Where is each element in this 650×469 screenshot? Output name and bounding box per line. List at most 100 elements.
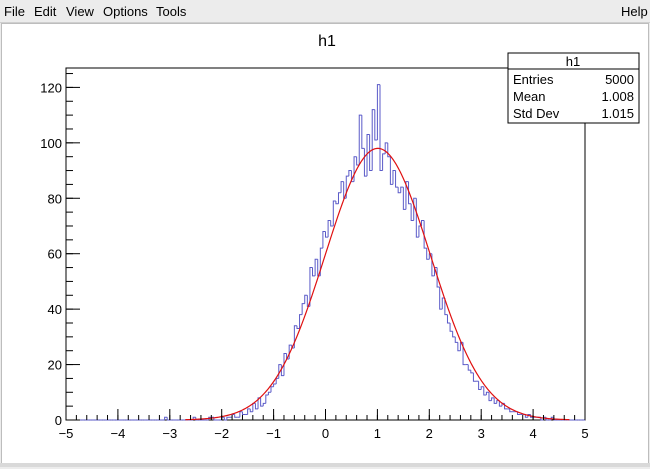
histogram-bin [361,115,365,149]
histogram-bin [374,109,378,141]
histogram-bin [527,413,531,418]
histogram-bin [387,142,391,158]
histogram-bin [345,175,349,199]
histogram-bin [208,416,212,420]
menu-help[interactable]: Help [621,4,648,19]
histogram-plot[interactable]: h1 −5 −4 −3 −2 −1 0 1 2 3 4 5 0 20 40 60 80 100 120 h1 En… [2,24,648,464]
histogram-bin [304,294,308,304]
histogram-bin [459,341,464,351]
gaussian-fit-curve [185,147,570,421]
y-tick-label: 20 [48,358,62,373]
y-tick-label: 100 [40,136,62,151]
plot-frame [65,67,586,421]
histogram-bin [421,219,425,226]
histogram-bin [306,295,310,307]
histogram-bin [319,247,323,276]
stats-label-stddev: Std Dev [513,106,560,121]
status-strip [0,463,650,467]
x-tick-label: 2 [426,426,433,441]
histogram-bin [337,192,342,204]
histogram-bin [454,336,458,343]
y-tick-label: 40 [48,302,62,317]
histogram-bin [452,331,456,338]
histogram-bin [389,156,393,185]
histogram-bin [322,231,326,249]
menu-options[interactable]: Options [103,4,148,19]
histogram-bin [488,392,492,402]
histogram-bin [332,200,336,226]
histogram-bin [327,219,331,238]
histogram-bin [241,411,246,415]
histogram-bin [524,414,528,418]
histogram-bin [314,258,318,276]
y-tick-label: 0 [55,413,62,428]
histogram-bin [498,400,502,407]
histogram-bin [405,181,409,210]
histogram-bin [410,203,414,221]
histogram-bin [223,417,227,421]
histogram-bin [265,394,269,404]
histogram-bin [517,411,521,415]
histogram-bin [392,170,396,185]
histogram-bin [293,325,297,348]
histogram-bin [369,134,373,172]
histogram-bin [330,220,334,227]
histogram-bin [358,114,362,166]
histogram-bin [423,220,427,249]
x-tick-label: 5 [581,426,588,441]
histogram-bin [491,397,495,401]
histogram-bin [470,370,474,374]
histogram-bin [226,416,230,420]
menu-edit[interactable]: Edit [34,4,57,19]
histogram-bin [439,286,443,310]
x-tick-label: −5 [59,426,74,441]
menu-tools[interactable]: Tools [156,4,187,19]
histogram-bin [247,408,251,415]
histogram-bin [478,381,482,391]
stats-box-title: h1 [566,54,580,69]
menu-file[interactable]: File [4,4,25,19]
histogram-bin [299,314,303,329]
histogram-bin [260,397,264,407]
stats-value-mean: 1.008 [601,89,634,104]
x-tick-label: −3 [162,426,177,441]
histogram-bin [366,134,370,177]
histogram-bin [449,322,453,332]
histogram-bin [376,84,380,141]
histogram-bin [356,156,360,166]
histogram-bin [166,417,170,421]
histogram-bin [309,267,313,307]
histogram-bin [428,253,432,260]
histogram-bin [400,186,404,193]
x-tick-label: 4 [529,426,536,441]
y-tick-label: 80 [48,191,62,206]
histogram-bin [296,325,300,330]
stats-box[interactable]: h1 Entries 5000 Mean 1.008 Std Dev 1.015 [507,52,640,124]
histogram-bin [426,248,430,260]
histogram-bin [446,314,451,324]
histogram-bin [254,403,259,410]
histogram-bin [509,408,513,413]
histogram-bin [273,383,277,387]
menu-bar: File Edit View Options Tools Help [0,0,650,23]
histogram-bin [413,197,417,221]
fit-layer [185,147,570,421]
root-canvas[interactable]: h1 −5 −4 −3 −2 −1 0 1 2 3 4 5 0 20 40 60 80 100 120 h1 En… [1,23,649,465]
histogram-bin [472,372,477,382]
chart-title: h1 [318,33,336,50]
histogram-bin [348,170,352,177]
x-tick-label: 1 [374,426,381,441]
x-tick-label: 3 [478,426,485,441]
histogram-bin [335,201,339,205]
histogram-bin [262,402,266,407]
histogram-bin [493,397,497,404]
x-tick-label: −4 [110,426,125,441]
menu-view[interactable]: View [66,4,94,19]
histogram-bin [301,303,305,315]
y-tick-label: 120 [40,80,62,95]
histogram-bin [379,84,383,172]
histogram-bin [395,170,399,188]
histogram-bin [457,342,461,352]
histogram-bin [195,417,199,421]
stats-box-frame [507,52,640,124]
